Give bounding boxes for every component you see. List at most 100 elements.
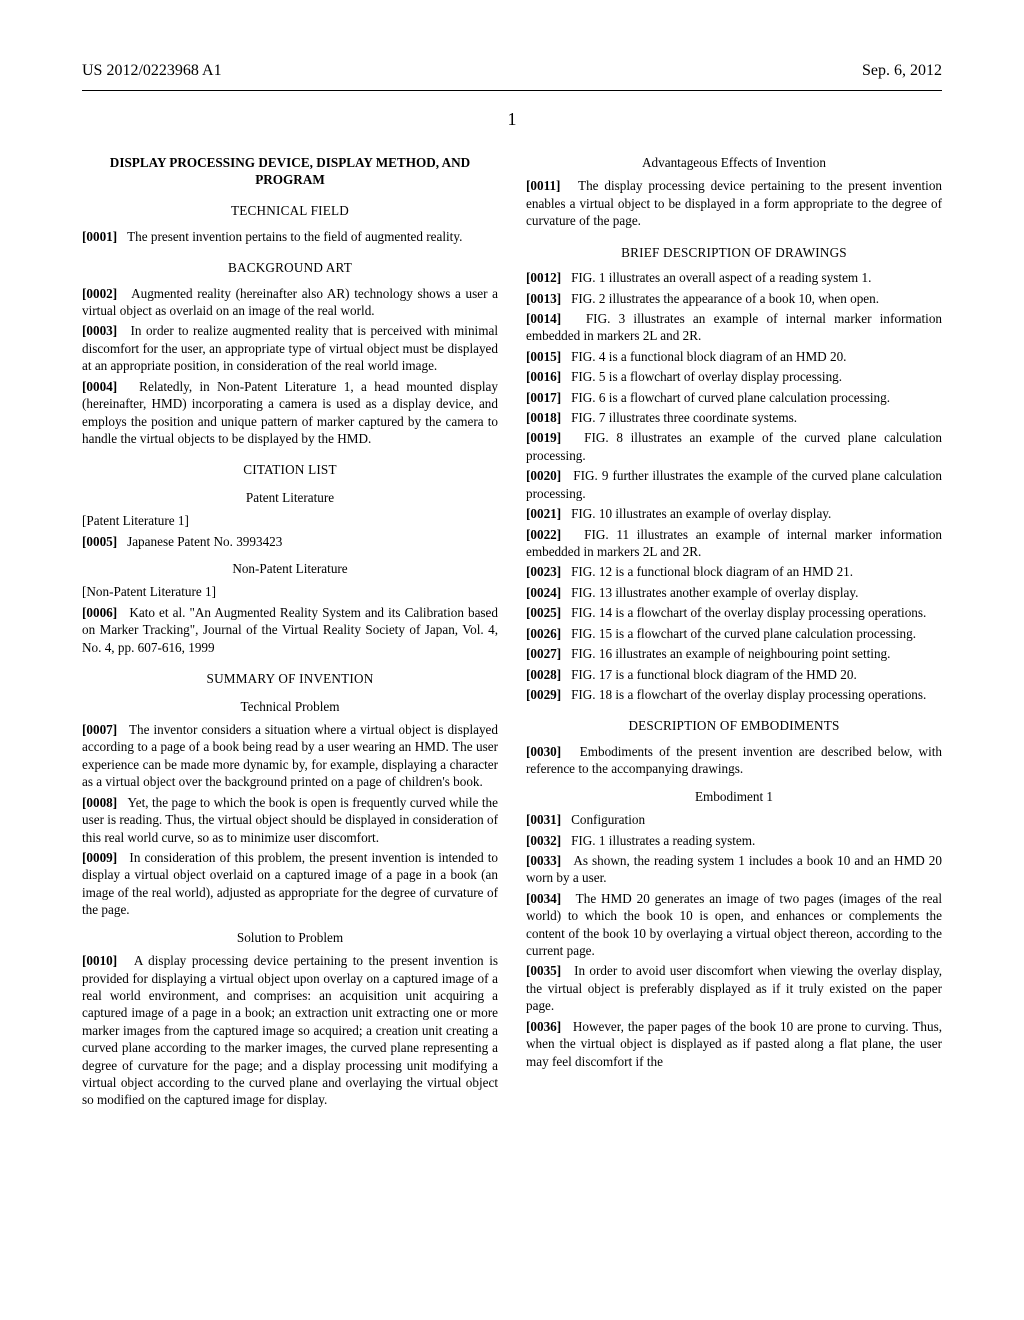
para-num: [0014] [526,311,561,326]
para-text: The present invention pertains to the fi… [127,229,462,244]
heading-summary: SUMMARY OF INVENTION [82,670,498,687]
para-text: Configuration [571,812,645,827]
para-0011: [0011] The display processing device per… [526,177,942,229]
para-num: [0024] [526,585,561,600]
publication-number: US 2012/0223968 A1 [82,62,222,80]
para-text: The inventor considers a situation where… [82,722,498,789]
para-num: [0010] [82,953,117,968]
page-number: 1 [82,109,942,130]
para-0024: [0024] FIG. 13 illustrates another examp… [526,584,942,601]
para-num: [0013] [526,291,561,306]
para-num: [0030] [526,744,561,759]
para-text: FIG. 14 is a flowchart of the overlay di… [571,605,926,620]
para-num: [0022] [526,527,561,542]
heading-embodiment1: Embodiment 1 [526,788,942,805]
para-text: FIG. 17 is a functional block diagram of… [571,667,857,682]
para-num: [0003] [82,323,117,338]
para-num: [0018] [526,410,561,425]
para-num: [0021] [526,506,561,521]
para-num: [0006] [82,605,117,620]
para-num: [0001] [82,229,117,244]
para-text: As shown, the reading system 1 includes … [526,853,942,885]
para-num: [0027] [526,646,561,661]
para-0035: [0035] In order to avoid user discomfort… [526,962,942,1014]
para-num: [0036] [526,1019,561,1034]
page-header: US 2012/0223968 A1 Sep. 6, 2012 [82,62,942,80]
para-0025: [0025] FIG. 14 is a flowchart of the ove… [526,604,942,621]
para-text: Relatedly, in Non-Patent Literature 1, a… [82,379,498,446]
para-text: FIG. 1 illustrates a reading system. [571,833,755,848]
para-0009: [0009] In consideration of this problem,… [82,849,498,919]
patent-page: US 2012/0223968 A1 Sep. 6, 2012 1 DISPLA… [0,0,1024,1320]
heading-technical-field: TECHNICAL FIELD [82,202,498,219]
para-num: [0017] [526,390,561,405]
para-text: FIG. 11 illustrates an example of intern… [526,527,942,559]
para-num: [0025] [526,605,561,620]
non-patent-lit-label: [Non-Patent Literature 1] [82,583,498,600]
para-num: [0033] [526,853,561,868]
heading-technical-problem: Technical Problem [82,698,498,715]
para-0036: [0036] However, the paper pages of the b… [526,1018,942,1070]
para-text: Japanese Patent No. 3993423 [127,534,282,549]
para-0012: [0012] FIG. 1 illustrates an overall asp… [526,269,942,286]
para-0026: [0026] FIG. 15 is a flowchart of the cur… [526,625,942,642]
heading-non-patent-literature: Non-Patent Literature [82,560,498,577]
para-0019: [0019] FIG. 8 illustrates an example of … [526,429,942,464]
para-num: [0005] [82,534,117,549]
para-text: Yet, the page to which the book is open … [82,795,498,845]
para-text: FIG. 10 illustrates an example of overla… [571,506,831,521]
heading-patent-literature: Patent Literature [82,489,498,506]
para-text: FIG. 15 is a flowchart of the curved pla… [571,626,916,641]
para-num: [0028] [526,667,561,682]
para-0031: [0031] Configuration [526,811,942,828]
para-text: FIG. 2 illustrates the appearance of a b… [571,291,879,306]
heading-background-art: BACKGROUND ART [82,259,498,276]
patent-lit-label: [Patent Literature 1] [82,512,498,529]
para-0017: [0017] FIG. 6 is a flowchart of curved p… [526,389,942,406]
para-text: FIG. 1 illustrates an overall aspect of … [571,270,871,285]
para-0027: [0027] FIG. 16 illustrates an example of… [526,645,942,662]
para-0002: [0002] Augmented reality (hereinafter al… [82,285,498,320]
para-text: FIG. 8 illustrates an example of the cur… [526,430,942,462]
para-text: In order to avoid user discomfort when v… [526,963,942,1013]
para-text: FIG. 3 illustrates an example of interna… [526,311,942,343]
para-0007: [0007] The inventor considers a situatio… [82,721,498,791]
heading-desc-embodiments: DESCRIPTION OF EMBODIMENTS [526,717,942,734]
document-title: DISPLAY PROCESSING DEVICE, DISPLAY METHO… [82,154,498,188]
para-text: FIG. 7 illustrates three coordinate syst… [571,410,797,425]
para-0004: [0004] Relatedly, in Non-Patent Literatu… [82,378,498,448]
para-0029: [0029] FIG. 18 is a flowchart of the ove… [526,686,942,703]
para-text: FIG. 18 is a flowchart of the overlay di… [571,687,926,702]
para-0022: [0022] FIG. 11 illustrates an example of… [526,526,942,561]
para-text: Kato et al. "An Augmented Reality System… [82,605,498,655]
para-text: In order to realize augmented reality th… [82,323,498,373]
para-num: [0015] [526,349,561,364]
para-num: [0031] [526,812,561,827]
para-text: FIG. 13 illustrates another example of o… [571,585,858,600]
para-num: [0016] [526,369,561,384]
para-0034: [0034] The HMD 20 generates an image of … [526,890,942,960]
para-0020: [0020] FIG. 9 further illustrates the ex… [526,467,942,502]
para-0008: [0008] Yet, the page to which the book i… [82,794,498,846]
heading-citation-list: CITATION LIST [82,461,498,478]
para-num: [0012] [526,270,561,285]
para-text: A display processing device pertaining t… [82,953,498,1107]
para-num: [0004] [82,379,117,394]
para-0032: [0032] FIG. 1 illustrates a reading syst… [526,832,942,849]
publication-date: Sep. 6, 2012 [862,62,942,80]
para-num: [0009] [82,850,117,865]
para-0003: [0003] In order to realize augmented rea… [82,322,498,374]
para-num: [0029] [526,687,561,702]
para-0015: [0015] FIG. 4 is a functional block diag… [526,348,942,365]
heading-solution: Solution to Problem [82,929,498,946]
para-num: [0023] [526,564,561,579]
para-num: [0019] [526,430,561,445]
para-num: [0035] [526,963,561,978]
para-0006: [0006] Kato et al. "An Augmented Reality… [82,604,498,656]
para-text: Augmented reality (hereinafter also AR) … [82,286,498,318]
heading-advantageous: Advantageous Effects of Invention [526,154,942,171]
para-0005: [0005] Japanese Patent No. 3993423 [82,533,498,550]
para-num: [0008] [82,795,117,810]
para-text: FIG. 4 is a functional block diagram of … [571,349,846,364]
header-rule [82,90,942,91]
